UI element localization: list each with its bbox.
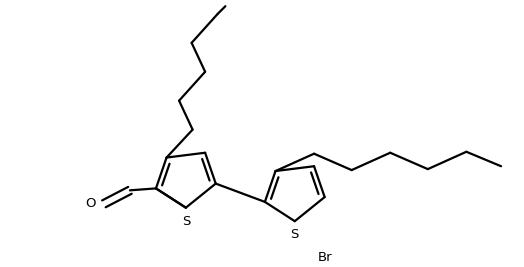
Text: O: O bbox=[86, 197, 96, 210]
Text: S: S bbox=[182, 215, 190, 228]
Text: Br: Br bbox=[318, 251, 332, 264]
Text: S: S bbox=[291, 228, 299, 241]
